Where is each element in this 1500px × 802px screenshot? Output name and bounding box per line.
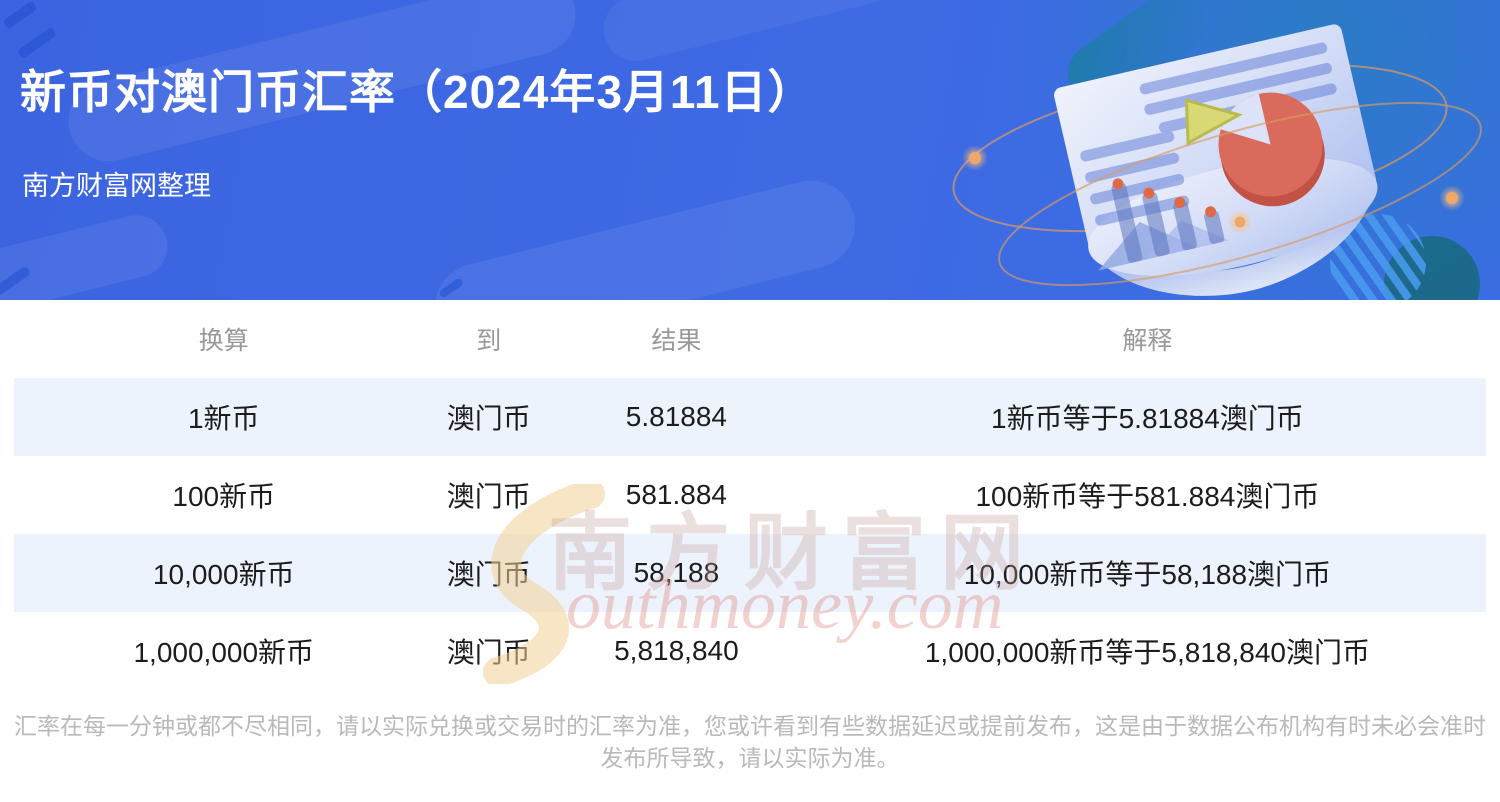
col-header-explain: 解释 [1122,327,1173,355]
table-row: 10,000新币 澳门币 58,188 10,000新币等于58,188澳门币 [14,534,1486,612]
page-title: 新币对澳门币汇率（2024年3月11日） [20,66,815,118]
cell-convert: 1,000,000新币 [133,637,315,668]
exchange-rate-table: 换算 到 结果 解释 1新币 澳门币 5.81884 1新币等于5.81884澳… [0,300,1500,690]
cell-to: 澳门币 [446,637,531,668]
cell-convert: 100新币 [172,481,276,512]
cell-convert: 1新币 [187,403,260,434]
cell-result: 581.884 [625,479,727,510]
cell-result: 5.81884 [625,401,727,432]
banner-decor-streak [0,208,174,300]
col-header-convert: 换算 [198,327,249,355]
table-header-row: 换算 到 结果 解释 [14,300,1486,378]
table-row: 1,000,000新币 澳门币 5,818,840 1,000,000新币等于5… [14,612,1486,690]
disclaimer: 汇率在每一分钟或都不尽相同，请以实际兑换或交易时的汇率为准，您或许看到有些数据延… [0,710,1500,774]
disclaimer-text: 汇率在每一分钟或都不尽相同，请以实际兑换或交易时的汇率为准，您或许看到有些数据延… [14,713,1486,771]
banner-decor-streak [597,0,923,68]
col-header-result: 结果 [651,327,702,355]
cell-explain: 100新币等于581.884澳门币 [975,481,1320,512]
banner-decor-streak [425,171,865,300]
finance-report-illustration [952,24,1482,296]
cell-to: 澳门币 [446,403,531,434]
report-paper [1054,24,1378,296]
cell-convert: 10,000新币 [152,559,295,590]
cell-result: 5,818,840 [614,635,739,666]
orbit-lines-front [962,101,1482,287]
table-row: 1新币 澳门币 5.81884 1新币等于5.81884澳门币 [14,378,1486,456]
cell-result: 58,188 [633,557,720,588]
cell-explain: 1新币等于5.81884澳门币 [991,403,1304,434]
banner: 新币对澳门币汇率（2024年3月11日） 南方财富网整理 [0,0,1500,300]
banner-decor-slash [16,26,58,60]
cell-to: 澳门币 [446,481,531,512]
cell-explain: 1,000,000新币等于5,818,840澳门币 [924,637,1370,668]
cell-explain: 10,000新币等于58,188澳门币 [963,559,1332,590]
page-subtitle: 南方财富网整理 [22,171,211,201]
cell-to: 澳门币 [446,559,531,590]
bar-chart-icon [1098,178,1230,271]
col-header-to: 到 [476,327,502,355]
table-row: 100新币 澳门币 581.884 100新币等于581.884澳门币 [14,456,1486,534]
banner-decor-slash [2,0,38,30]
